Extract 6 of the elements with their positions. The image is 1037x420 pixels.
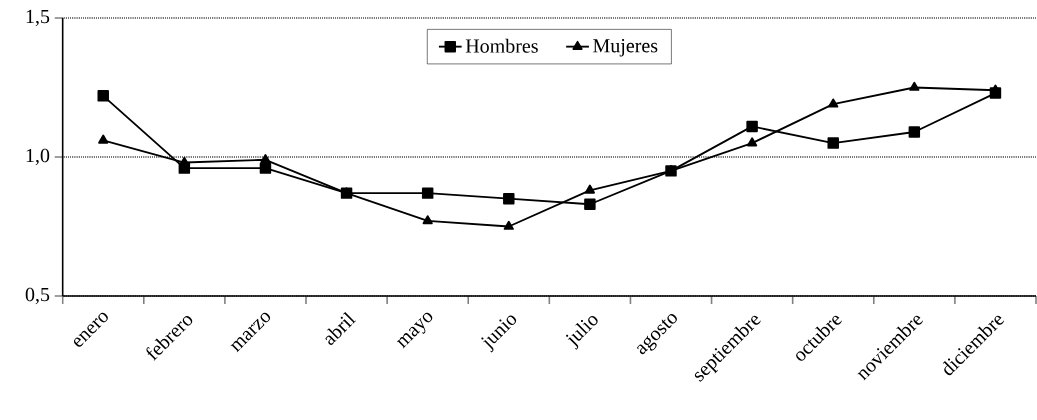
y-tick-label: 0,5 [25, 287, 50, 305]
legend-label: Hombres [465, 38, 538, 53]
y-tick-label: 1,5 [26, 9, 50, 27]
legend-label: Mujeres [593, 39, 658, 57]
y-tick-label: 1,0 [26, 148, 50, 166]
x-tick-label: abril [325, 312, 357, 346]
